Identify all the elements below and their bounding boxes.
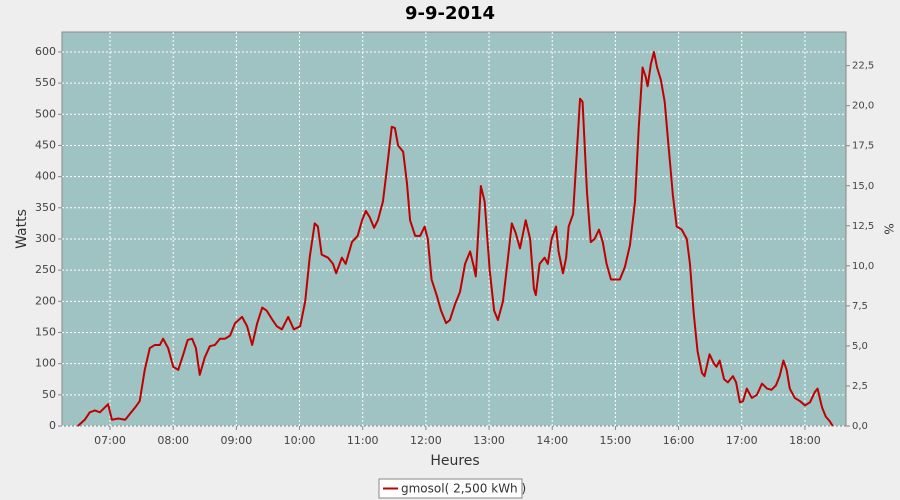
y-tick-label: 350 (35, 201, 56, 214)
y-tick-label: 100 (35, 357, 56, 370)
x-tick-label: 08:00 (157, 434, 189, 447)
y2-tick-label: 17,5 (852, 141, 874, 152)
chart-title: 9-9-2014 (405, 3, 495, 24)
y-tick-label: 600 (35, 45, 56, 58)
x-tick-label: 10:00 (284, 434, 316, 447)
x-tick-label: 14:00 (536, 434, 568, 447)
data-line (77, 50, 834, 427)
x-tick-label: 11:00 (347, 434, 379, 447)
x-axis-label: Heures (430, 453, 479, 469)
y2-tick-label: 22,5 (852, 61, 874, 72)
x-tick-label: 15:00 (600, 434, 632, 447)
x-tick-label: 16:00 (663, 434, 695, 447)
y-tick-label: 200 (35, 294, 56, 307)
y2-tick-label: 5,0 (852, 341, 868, 352)
y2-tick-label: 15,0 (852, 181, 874, 192)
x-tick-label: 07:00 (94, 434, 126, 447)
y-tick-label: 500 (35, 107, 56, 120)
y-tick-label: 400 (35, 170, 56, 183)
x-tick-label: 09:00 (221, 434, 253, 447)
x-tick-label: 17:00 (726, 434, 758, 447)
y2-tick-label: 2,5 (852, 381, 868, 392)
legend (378, 478, 523, 499)
y-tick-label: 450 (35, 138, 56, 151)
legend-label: gmosol( 2,500 kWh ) (401, 482, 526, 496)
x-tick-label: 12:00 (410, 434, 442, 447)
y2-axis-label: % (882, 223, 896, 234)
y2-tick-label: 7,5 (852, 301, 868, 312)
y2-tick-label: 10,0 (852, 261, 874, 272)
y-tick-label: 550 (35, 76, 56, 89)
y-tick-label: 50 (42, 388, 56, 401)
y-tick-label: 0 (49, 419, 56, 432)
x-tick-label: 18:00 (789, 434, 821, 447)
y2-tick-label: 12,5 (852, 221, 874, 232)
y-tick-label: 250 (35, 263, 56, 276)
y2-tick-label: 20,0 (852, 101, 874, 112)
x-tick-label: 13:00 (473, 434, 505, 447)
y2-tick-label: 0,0 (852, 421, 868, 432)
y-axis-label: Watts (14, 209, 30, 249)
y-tick-label: 300 (35, 232, 56, 245)
y-tick-label: 150 (35, 325, 56, 338)
plot-area (61, 31, 847, 427)
